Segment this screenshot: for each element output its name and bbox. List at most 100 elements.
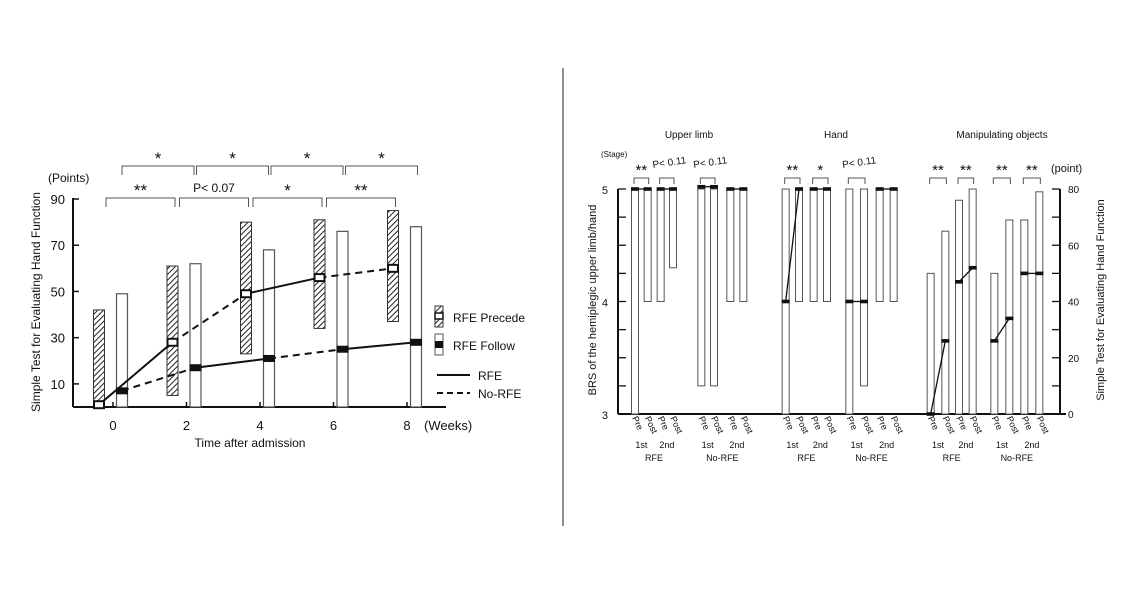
significance-bracket bbox=[633, 177, 650, 184]
bar-post bbox=[941, 230, 950, 415]
bar-post bbox=[739, 188, 748, 302]
line-rfe-follow bbox=[195, 357, 270, 369]
significance-top-bracket bbox=[121, 165, 195, 175]
bar-label-pre: Pre bbox=[990, 415, 1005, 432]
mean-marker-pre bbox=[656, 187, 665, 191]
marker-rfe-follow bbox=[410, 338, 422, 346]
significance-top-label: * bbox=[304, 149, 311, 168]
bar-rfe-precede bbox=[240, 221, 252, 355]
significance-top-label: * bbox=[155, 149, 162, 168]
session-label: 1st bbox=[996, 440, 1009, 450]
bar-label-pre: Pre bbox=[726, 415, 741, 432]
line-rfe-follow bbox=[268, 348, 343, 360]
marker-rfe-precede bbox=[313, 273, 326, 283]
y-tick-label: 50 bbox=[51, 284, 65, 299]
mean-marker-post bbox=[669, 187, 677, 191]
session-label: 2nd bbox=[879, 440, 894, 450]
bar-rfe-follow bbox=[336, 230, 349, 408]
bar-pre bbox=[875, 188, 884, 302]
significance-top-bracket bbox=[196, 165, 269, 175]
bar-post bbox=[669, 188, 677, 269]
right-y-tick-label: 0 bbox=[1068, 410, 1074, 421]
left-y-unit: (Stage) bbox=[601, 150, 628, 159]
significance-top-bracket bbox=[270, 165, 344, 175]
y-tick-label: 90 bbox=[51, 192, 65, 207]
session-label: 1st bbox=[635, 440, 648, 450]
bar-label-post: Post bbox=[739, 415, 756, 436]
significance-label: P< 0.11 bbox=[842, 155, 878, 171]
condition-label: RFE bbox=[943, 453, 961, 463]
bar-pre bbox=[809, 188, 818, 302]
bar-rfe-follow bbox=[262, 249, 276, 408]
mean-marker-pre bbox=[809, 187, 818, 191]
bar-pre bbox=[955, 199, 963, 415]
bar-label-post: Post bbox=[794, 415, 811, 436]
session-label: 2nd bbox=[958, 440, 973, 450]
mean-marker-post bbox=[739, 187, 748, 191]
y-tick-label: 70 bbox=[51, 238, 65, 253]
right-y-tick-label: 40 bbox=[1068, 298, 1080, 309]
mean-marker-pre bbox=[697, 184, 706, 189]
legend-marker-follow bbox=[435, 341, 443, 348]
significance-bracket bbox=[812, 177, 829, 184]
line-rfe-follow bbox=[342, 341, 417, 351]
condition-label: No-RFE bbox=[706, 453, 739, 463]
session-label: 2nd bbox=[729, 440, 744, 450]
bar-label-post: Post bbox=[889, 415, 906, 436]
significance-bracket bbox=[929, 177, 947, 184]
mean-line bbox=[785, 188, 800, 302]
significance-label: P< 0.11 bbox=[652, 155, 688, 171]
bar-label-post: Post bbox=[859, 415, 876, 436]
panel-title: Hand bbox=[824, 130, 848, 141]
mean-marker-pre bbox=[631, 187, 639, 191]
right-y-axis-title: Simple Test for Evaluating Hand Function bbox=[1095, 199, 1107, 401]
bar-rfe-precede bbox=[93, 309, 105, 408]
marker-rfe-precede bbox=[240, 289, 252, 299]
condition-label: No-RFE bbox=[1001, 453, 1034, 463]
bar-label-post: Post bbox=[968, 415, 985, 436]
session-label: 1st bbox=[932, 440, 945, 450]
bar-pre bbox=[631, 188, 639, 415]
mean-marker-post bbox=[823, 187, 831, 191]
mean-line bbox=[930, 340, 946, 415]
line-rfe-follow bbox=[121, 366, 196, 392]
marker-rfe-follow bbox=[263, 354, 275, 362]
right-y-tick-label: 80 bbox=[1068, 185, 1080, 196]
mean-marker-post bbox=[795, 187, 803, 191]
significance-label: * bbox=[817, 162, 823, 179]
bar-post bbox=[823, 188, 831, 302]
bar-rfe-precede bbox=[166, 265, 179, 396]
x-tick-label: 4 bbox=[256, 418, 263, 433]
bar-post bbox=[1035, 191, 1044, 415]
bar-label-pre: Pre bbox=[1020, 415, 1035, 432]
mean-marker-post bbox=[968, 265, 977, 270]
y-tick-label: 10 bbox=[51, 377, 65, 392]
left-y-tick-label: 4 bbox=[602, 298, 608, 310]
significance-bracket bbox=[784, 177, 801, 184]
significance-bracket bbox=[1022, 177, 1041, 184]
marker-rfe-follow bbox=[336, 345, 349, 353]
session-label: 1st bbox=[702, 440, 715, 450]
significance-bottom-bracket bbox=[326, 197, 396, 207]
right-chart: 3 4 5 0 20 40 60 80 (Stage) (point) BRS of the hem… bbox=[587, 130, 1107, 463]
significance-bottom-label: * bbox=[284, 181, 291, 200]
bar-label-post: Post bbox=[822, 415, 839, 436]
bar-label-pre: Pre bbox=[781, 415, 796, 432]
bar-label-post: Post bbox=[1035, 415, 1052, 436]
bar-post bbox=[643, 188, 652, 302]
significance-bracket bbox=[847, 177, 866, 184]
session-label: 2nd bbox=[1024, 440, 1039, 450]
mean-line bbox=[958, 267, 974, 283]
line-rfe-precede bbox=[319, 267, 394, 279]
session-label: 2nd bbox=[659, 440, 674, 450]
condition-label: No-RFE bbox=[855, 453, 888, 463]
mean-marker-pre bbox=[726, 187, 735, 191]
marker-rfe-precede bbox=[166, 337, 179, 347]
mean-marker-post bbox=[710, 184, 718, 189]
marker-rfe-follow bbox=[116, 387, 128, 395]
bar-label-post: Post bbox=[1005, 415, 1022, 436]
bar-post bbox=[968, 188, 977, 415]
legend-label-no-rfe: No-RFE bbox=[478, 387, 521, 401]
marker-rfe-precede bbox=[387, 263, 399, 273]
bar-label-pre: Pre bbox=[630, 415, 645, 432]
